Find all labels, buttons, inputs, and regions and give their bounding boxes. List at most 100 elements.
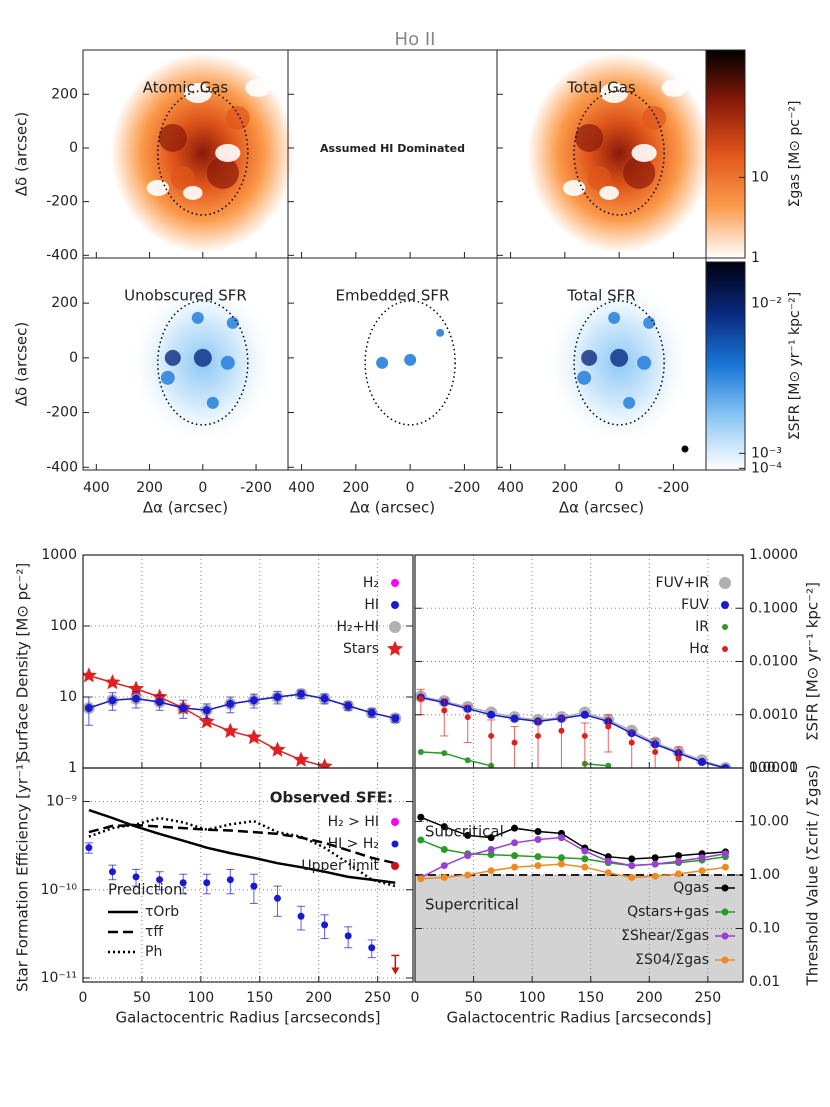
legend-marker <box>722 624 728 630</box>
sfr-clump <box>404 353 417 366</box>
y-tick-label: 0.0010 <box>749 707 798 723</box>
point <box>464 871 472 879</box>
panel-label: Assumed HI Dominated <box>320 142 465 155</box>
y-tick-label: -200 <box>46 194 78 210</box>
y-tick-label: 100.00 <box>749 760 798 776</box>
y-tick-label: 100 <box>50 618 77 634</box>
sfr-clump <box>193 348 212 367</box>
series-line <box>420 696 726 768</box>
y-tick-label: 10⁻⁹ <box>46 794 77 810</box>
legend-marker <box>391 818 399 826</box>
point <box>179 703 188 712</box>
legend-marker <box>721 884 729 892</box>
point <box>557 854 565 862</box>
legend-label: Qstars+gas <box>627 904 709 920</box>
point <box>534 836 542 844</box>
sfr-clump <box>581 349 598 366</box>
gas-clump <box>206 156 239 189</box>
plot-area <box>415 555 743 768</box>
point <box>511 739 518 746</box>
y-tick-label: 0 <box>69 350 78 366</box>
series-line <box>420 816 726 860</box>
point <box>108 696 117 705</box>
sfr-clump <box>436 328 445 337</box>
sfr-clump <box>637 355 652 370</box>
plot-area <box>415 768 743 982</box>
chart-frame <box>414 767 744 983</box>
point <box>203 879 211 887</box>
legend-label: H₂ <box>363 575 379 591</box>
x-tick-label: 200 <box>305 990 332 1006</box>
x-tick-label: 100 <box>519 990 546 1006</box>
x-tick-label: 200 <box>636 990 663 1006</box>
y-axis-label: Star Formation Efficiency [yr⁻¹] <box>14 758 32 992</box>
point <box>417 748 424 755</box>
point <box>581 732 588 739</box>
colorbar <box>705 49 746 259</box>
y-tick-label: 0.1000 <box>749 600 798 616</box>
point <box>487 867 495 875</box>
point <box>464 714 471 721</box>
y-tick-label: -400 <box>46 247 78 263</box>
point <box>511 839 519 847</box>
colorbar-tick-label: 10⁻⁴ <box>751 460 782 476</box>
point <box>250 882 258 890</box>
sfr-clump <box>220 355 235 370</box>
point <box>84 703 93 712</box>
legend-marker <box>722 646 728 652</box>
point <box>675 755 682 762</box>
sfr-clump <box>191 311 204 324</box>
legend-label: ΣShear/Σgas <box>621 928 709 944</box>
legend-label: τOrb <box>145 904 179 920</box>
point <box>417 836 425 844</box>
error-bar <box>487 719 496 768</box>
point <box>581 863 589 871</box>
point <box>440 845 448 853</box>
legend-title: Observed SFE: <box>270 789 393 807</box>
point <box>558 727 565 734</box>
y-axis-label: Threshold Value (Σcrit / Σgas) <box>804 765 822 987</box>
y-axis-label: Δδ (arcsec) <box>13 112 31 196</box>
x-tick-label: 200 <box>551 480 578 496</box>
point <box>487 710 496 719</box>
panel-label: Total Gas <box>566 79 636 97</box>
point <box>179 879 187 887</box>
gas-hole <box>631 143 657 162</box>
point <box>651 872 659 880</box>
legend-label: H₂+HI <box>336 619 379 635</box>
point <box>417 875 425 883</box>
y-tick-label: 1 <box>68 760 77 776</box>
point <box>605 762 612 768</box>
x-tick-label: 150 <box>246 990 273 1006</box>
sfr-clump <box>623 396 636 409</box>
point <box>721 863 729 871</box>
error-bar <box>580 722 589 768</box>
annotation: Supercritical <box>425 896 519 914</box>
point <box>202 706 211 715</box>
series-line <box>420 751 609 767</box>
legend-marker <box>391 840 399 848</box>
x-tick-label: -200 <box>658 480 690 496</box>
point <box>417 813 425 821</box>
point <box>487 845 495 853</box>
panel-label: Atomic Gas <box>143 79 229 97</box>
y-tick-label: 1.0000 <box>749 547 798 563</box>
aperture <box>364 300 456 426</box>
y-tick-label: 10⁻¹¹ <box>41 970 77 986</box>
point <box>156 876 164 884</box>
series-line <box>420 863 726 880</box>
annotation: Subcritical <box>425 823 504 841</box>
gas-clump <box>642 105 667 130</box>
y-tick-label: 0.0100 <box>749 654 798 670</box>
star-marker <box>316 758 333 768</box>
y-tick-label: 1.00 <box>749 867 780 883</box>
point <box>698 867 706 875</box>
legend-marker <box>391 601 399 609</box>
sfr-clump <box>206 396 219 409</box>
legend-label: HI <box>364 597 379 613</box>
legend-label: Hα <box>689 641 709 657</box>
point <box>487 834 495 842</box>
legend-label: Upper limit <box>301 858 379 874</box>
point <box>273 693 282 701</box>
point <box>441 707 448 714</box>
